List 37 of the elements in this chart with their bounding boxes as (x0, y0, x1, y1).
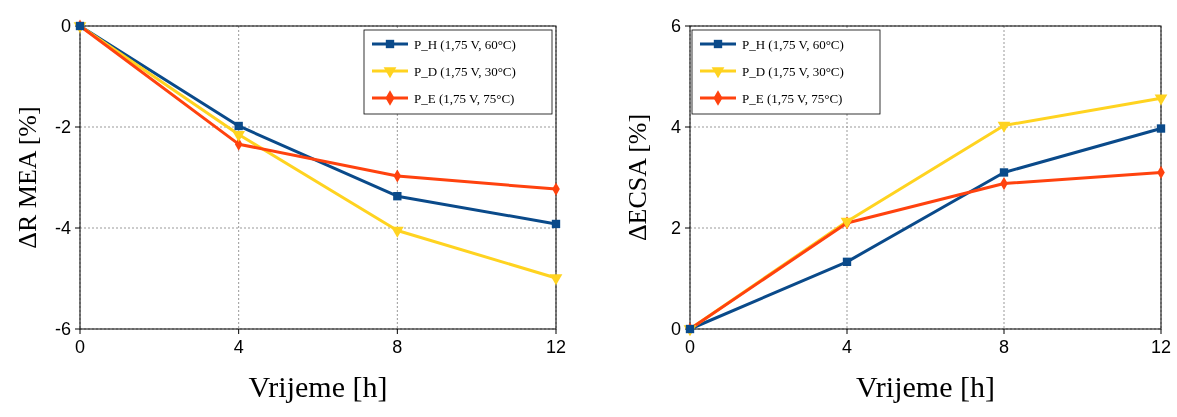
x-tick-label: 4 (841, 337, 853, 357)
y-axis-title: ΔR MEA [%] (13, 106, 42, 249)
legend-label: P_E (1,75 V, 75°C) (742, 91, 843, 106)
y-tick-label: -4 (54, 218, 71, 238)
x-axis-title: Vrijeme [h] (248, 370, 388, 403)
point (232, 130, 246, 142)
x-axis-title: Vrijeme [h] (856, 370, 995, 403)
legend-label: P_D (1,75 V, 30°C) (742, 64, 844, 79)
point (842, 257, 852, 267)
y-tick-label: -6 (54, 319, 71, 339)
x-tick-label: 8 (998, 337, 1010, 357)
y-tick-label: -2 (54, 117, 71, 137)
x-tick-label: 8 (392, 337, 403, 357)
x-tick-label: 12 (1150, 337, 1172, 357)
point (549, 274, 563, 286)
point (390, 226, 404, 238)
legend-label: P_H (1,75 V, 60°C) (742, 37, 844, 52)
point (997, 121, 1011, 133)
point (999, 168, 1009, 177)
y-tick-label: 6 (670, 16, 681, 36)
x-tick-label: 12 (545, 337, 567, 357)
point (393, 192, 402, 201)
point (1154, 94, 1168, 106)
x-tick-label: 0 (74, 337, 86, 357)
x-tick-label: 0 (684, 337, 696, 357)
y-tick-label: 0 (60, 16, 71, 36)
point (1156, 124, 1166, 133)
y-axis-title: ΔECSA [%] (623, 113, 652, 242)
point (551, 219, 561, 229)
x-tick-label: 4 (233, 337, 244, 357)
y-tick-label: 0 (670, 319, 681, 339)
legend-label: P_D (1,75 V, 30°C) (414, 64, 516, 79)
y-tick-label: 4 (670, 117, 681, 137)
legend-label: P_H (1,75 V, 60°C) (414, 37, 516, 52)
y-tick-label: 2 (670, 218, 681, 238)
legend-label: P_E (1,75 V, 75°C) (414, 91, 515, 106)
point (234, 121, 243, 131)
